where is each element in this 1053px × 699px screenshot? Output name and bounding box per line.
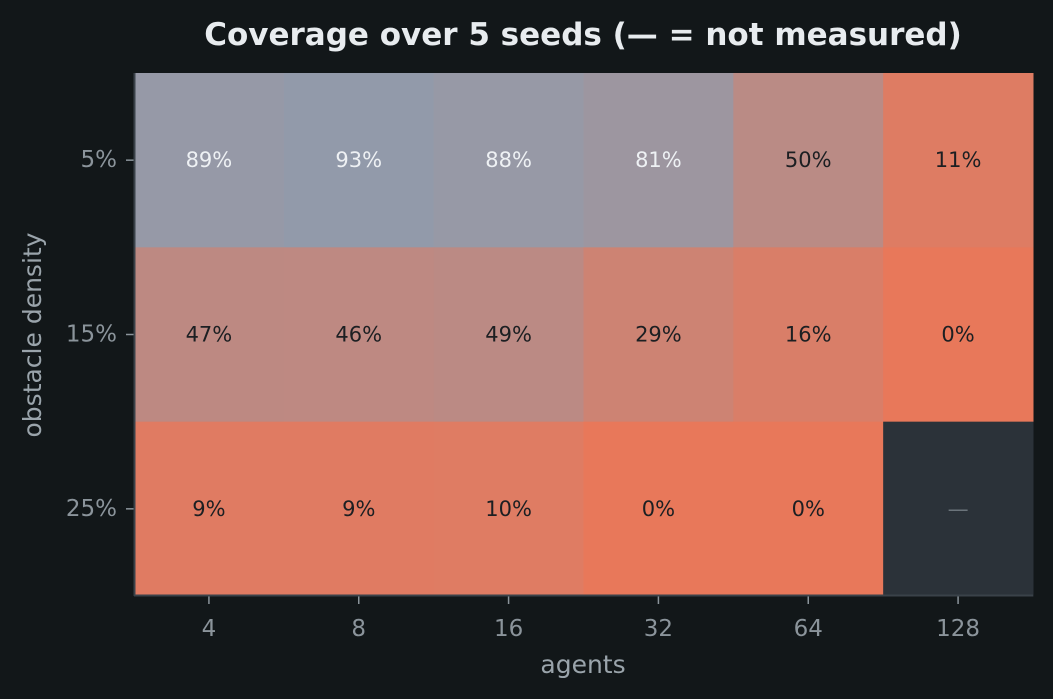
heatmap-cell [583, 421, 734, 597]
cell-value-label: — [948, 497, 969, 521]
x-axis-ticks: 4 8 16 32 64 128 [202, 596, 980, 642]
cell-value-label: 47% [186, 323, 233, 347]
heatmap-cell [883, 247, 1034, 423]
cell-value-label: 89% [186, 148, 233, 172]
cell-value-label: 88% [485, 148, 532, 172]
heatmap-cell [283, 247, 435, 423]
heatmap-cell [883, 421, 1034, 597]
heatmap-cell [433, 247, 584, 423]
cell-value-label: 93% [335, 148, 382, 172]
cell-value-label: 81% [635, 148, 682, 172]
x-tick-label: 128 [936, 616, 980, 642]
heatmap-cell [134, 421, 285, 597]
heatmap-cell [433, 73, 584, 248]
heatmap-cell [134, 73, 285, 248]
chart-title: Coverage over 5 seeds (— = not measured) [204, 17, 962, 53]
heatmap-cell [283, 73, 435, 248]
heatmap-cell [733, 73, 884, 248]
heatmap-cell [583, 73, 734, 248]
x-tick-label: 32 [644, 616, 673, 642]
heatmap-cells: 89% 93% 88% 81% 50% 11% 47% 46% 49% 29% 16% 0% 9% 9% 1… [134, 73, 1034, 597]
cell-value-label: 49% [485, 323, 532, 347]
y-axis-ticks: 5% 15% 25% [66, 147, 134, 522]
cell-value-label: 0% [941, 323, 974, 347]
heatmap-cell [733, 247, 884, 423]
cell-value-label: 0% [642, 497, 675, 521]
cell-value-label: 9% [192, 497, 225, 521]
cell-value-label: 0% [792, 497, 825, 521]
heatmap-cell [733, 421, 884, 597]
cell-value-label: 10% [485, 497, 532, 521]
heatmap-cell [433, 421, 584, 597]
heatmap-cell [283, 421, 435, 597]
y-tick-label: 5% [81, 147, 118, 173]
y-tick-label: 15% [66, 322, 117, 348]
heatmap-cell [583, 247, 734, 423]
cell-value-label: 11% [935, 148, 982, 172]
x-axis-label: agents [540, 650, 625, 679]
heatmap-cell [883, 73, 1034, 248]
y-axis-label: obstacle density [18, 232, 47, 437]
x-tick-label: 16 [494, 616, 523, 642]
x-tick-label: 64 [794, 616, 823, 642]
x-tick-label: 4 [202, 616, 217, 642]
cell-value-label: 46% [335, 323, 382, 347]
y-tick-label: 25% [66, 496, 117, 522]
cell-value-label: 50% [785, 148, 832, 172]
heatmap-cell [134, 247, 285, 423]
x-tick-label: 8 [351, 616, 366, 642]
cell-value-label: 29% [635, 323, 682, 347]
cell-value-label: 16% [785, 323, 832, 347]
cell-value-label: 9% [342, 497, 375, 521]
